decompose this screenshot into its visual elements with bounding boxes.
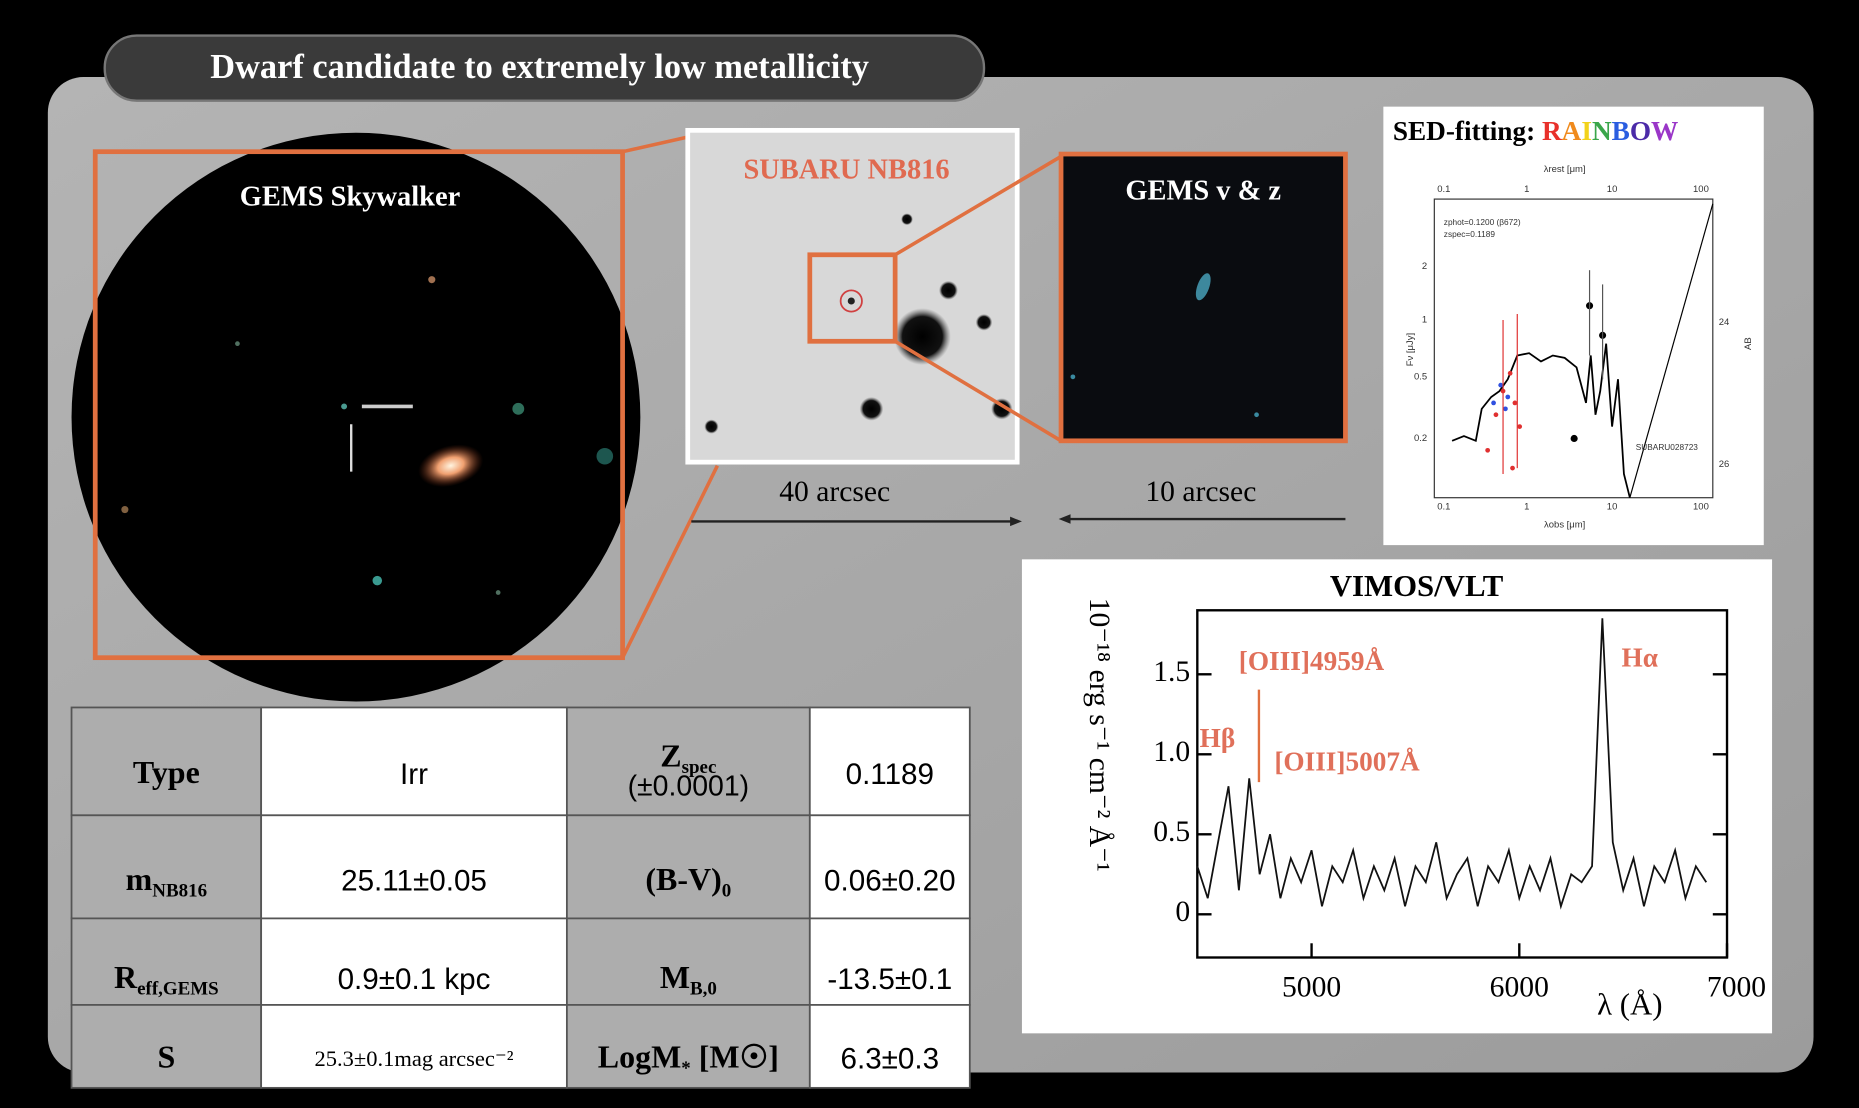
sed-left-tick: 1 — [1422, 314, 1427, 325]
sed-axis-label: λrest [μm] — [1544, 164, 1586, 175]
sed-title-text: SED-fitting: — [1393, 116, 1542, 146]
sed-title: SED-fitting: RAINBOW — [1393, 116, 1678, 146]
table-label: S — [157, 1039, 175, 1075]
image-label: GEMS v & z — [1125, 176, 1281, 207]
sed-bottom-tick: 1 — [1524, 502, 1529, 513]
table-value: -13.5±0.1 — [827, 963, 952, 996]
slide: Dwarf candidate to extremely low metalli… — [0, 0, 1859, 1108]
sed-axis-label: λobs [μm] — [1544, 519, 1585, 530]
sed-id: SUBARU028723 — [1636, 442, 1699, 452]
sed-top-tick: 1 — [1524, 184, 1529, 195]
table-label: (B-V)0 — [645, 861, 731, 901]
table-value: 0.1189 — [846, 758, 934, 791]
label-sub: 0 — [722, 881, 731, 902]
sed-axis-label: Fν [μJy] — [1405, 333, 1416, 366]
label-main: Z — [660, 738, 681, 774]
sed-title-highlight: RAINBOW — [1542, 116, 1678, 146]
label-main: R — [114, 960, 138, 996]
scale-label: 40 arcsec — [779, 476, 890, 508]
y-tick-label: 0.5 — [1153, 816, 1190, 848]
spectrum-panel — [1022, 559, 1772, 1033]
label-sub: NB816 — [152, 881, 207, 902]
sed-top-tick: 100 — [1693, 184, 1709, 195]
y-tick-label: 1.0 — [1153, 736, 1190, 768]
sed-bottom-tick: 10 — [1607, 502, 1618, 513]
label-main: m — [126, 861, 153, 897]
sed-top-tick: 10 — [1607, 184, 1618, 195]
label-main: Type — [133, 755, 200, 791]
table-value: 6.3±0.3 — [841, 1042, 940, 1075]
label-rest: [M☉] — [691, 1039, 779, 1075]
y-tick-label: 0 — [1175, 896, 1190, 928]
line-annotation: [OIII]5007Å — [1274, 747, 1420, 777]
label-main: (B-V) — [645, 861, 721, 897]
page: {"title": "Dwarf candidate to extremely … — [0, 0, 1859, 1108]
spectrum-title: VIMOS/VLT — [1330, 569, 1504, 603]
sed-right-tick: 26 — [1719, 459, 1730, 470]
sed-legend: zspec=0.1189 — [1444, 229, 1496, 239]
table-cell — [72, 815, 262, 918]
y-axis-label: 10⁻¹⁸ erg s⁻¹ cm⁻² Å⁻¹ — [1083, 598, 1115, 872]
line-annotation: Hβ — [1200, 723, 1236, 753]
label-sub: * — [681, 1058, 690, 1079]
skywalker-image — [72, 133, 641, 702]
sed-left-tick: 0.5 — [1414, 371, 1427, 382]
sed-bottom-tick: 100 — [1693, 502, 1709, 513]
image-label: SUBARU NB816 — [743, 154, 949, 185]
sed-bottom-tick: 0.1 — [1437, 502, 1450, 513]
scale-label: 10 arcsec — [1145, 476, 1256, 508]
sed-right-tick: 24 — [1719, 317, 1730, 328]
x-tick-label: 6000 — [1490, 971, 1549, 1003]
label-main: M — [660, 960, 690, 996]
slide-title: Dwarf candidate to extremely low metalli… — [210, 48, 869, 86]
sed-axis-label: AB — [1743, 337, 1754, 350]
sed-top-tick: 0.1 — [1437, 184, 1450, 195]
label-sub: B,0 — [690, 979, 717, 1000]
sed-legend: zphot=0.1200 (β672) — [1444, 217, 1521, 227]
label-note: (±0.0001) — [628, 771, 750, 803]
table-value: Irr — [400, 758, 428, 791]
table-label: Type — [133, 755, 200, 791]
y-tick-label: 1.5 — [1153, 656, 1190, 688]
table-value: 25.3±0.1mag arcsec⁻² — [314, 1046, 513, 1071]
x-axis-label: λ (Å) — [1597, 987, 1662, 1021]
label-sub: eff,GEMS — [137, 979, 219, 1000]
sed-left-tick: 2 — [1422, 261, 1427, 272]
x-tick-label: 7000 — [1707, 971, 1766, 1003]
line-annotation: [OIII]4959Å — [1239, 646, 1385, 676]
label-main: LogM — [598, 1039, 682, 1075]
table-value: 0.06±0.20 — [824, 865, 956, 898]
table-value: 0.9±0.1 kpc — [338, 963, 491, 996]
table-value: 25.11±0.05 — [341, 865, 487, 898]
sed-left-tick: 0.2 — [1414, 433, 1427, 444]
x-tick-label: 5000 — [1282, 971, 1341, 1003]
label-main: S — [157, 1039, 175, 1075]
line-annotation: Hα — [1622, 642, 1658, 672]
image-label: GEMS Skywalker — [240, 182, 461, 213]
